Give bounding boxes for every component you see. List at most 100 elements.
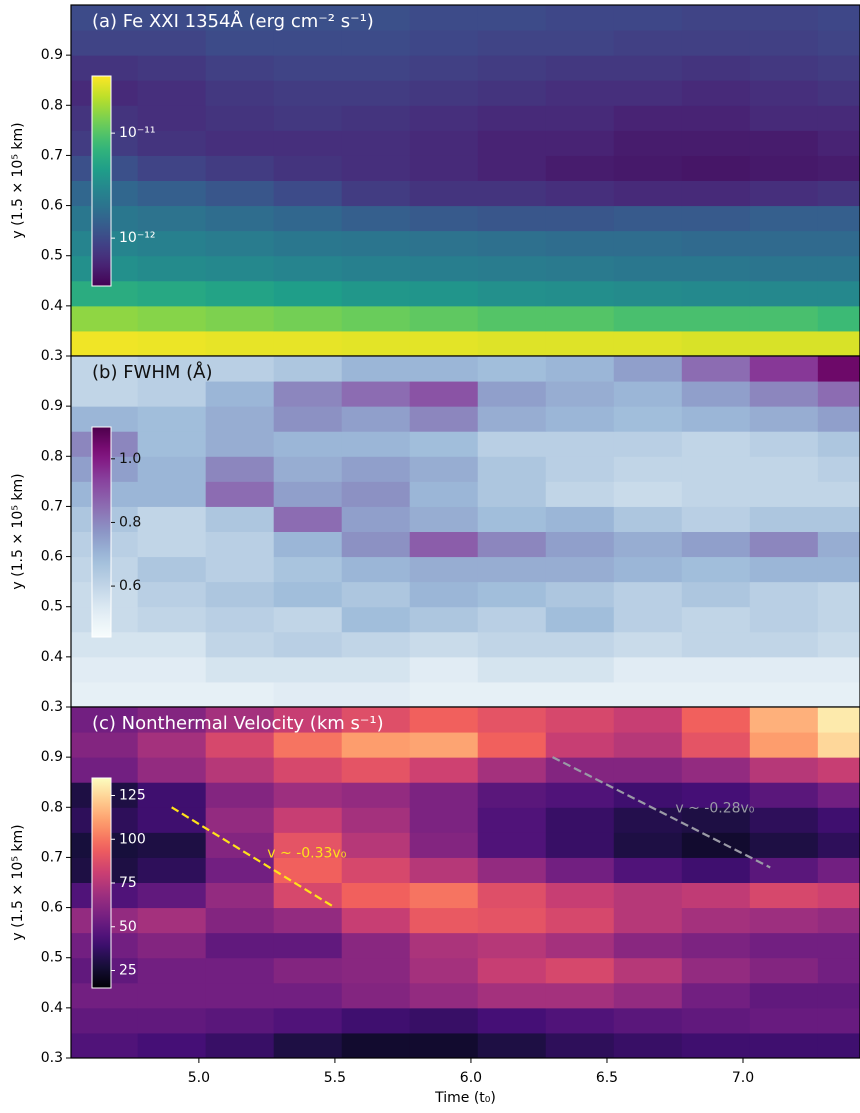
heatmap-cell	[545, 180, 615, 207]
heatmap-cell	[681, 1032, 751, 1059]
heatmap-cell	[205, 456, 275, 482]
heatmap-cell	[613, 431, 683, 457]
heatmap-cell	[613, 907, 683, 934]
heatmap-cell	[137, 832, 207, 858]
y-tick-label: 0.6	[41, 549, 63, 565]
heatmap-cell	[205, 280, 275, 307]
heatmap-cell	[545, 356, 615, 382]
heatmap-cell	[477, 155, 547, 181]
heatmap-cell	[137, 606, 207, 633]
heatmap-cell	[477, 1032, 547, 1059]
colorbar	[91, 75, 112, 287]
heatmap-cell	[205, 656, 275, 683]
heatmap-cell	[749, 707, 819, 733]
heatmap-cell	[817, 255, 860, 282]
heatmap-cell	[477, 732, 547, 758]
heatmap-cell	[273, 456, 343, 482]
heatmap-cell	[137, 280, 207, 307]
heatmap-cell	[749, 807, 819, 833]
heatmap-cell	[477, 757, 547, 783]
y-tick-label: 0.4	[41, 649, 63, 665]
heatmap-cell	[409, 531, 479, 558]
heatmap-cell	[613, 381, 683, 407]
heatmap-cell	[409, 280, 479, 307]
heatmap-cell	[545, 456, 615, 482]
heatmap-cell	[749, 506, 819, 532]
heatmap-cell	[817, 280, 860, 307]
heatmap-cell	[409, 330, 479, 357]
heatmap-cell	[613, 932, 683, 959]
heatmap-cell	[477, 807, 547, 833]
heatmap-cell	[545, 832, 615, 858]
heatmap-cell	[681, 230, 751, 257]
heatmap-cell	[273, 1032, 343, 1059]
heatmap-cell	[749, 180, 819, 207]
heatmap-cell	[273, 757, 343, 783]
heatmap-cell	[681, 606, 751, 633]
heatmap-cell	[545, 80, 615, 106]
heatmap-cell	[205, 982, 275, 1009]
heatmap-cell	[273, 631, 343, 658]
heatmap-cell	[545, 1032, 615, 1059]
heatmap-cell	[817, 606, 860, 633]
heatmap-cell	[341, 882, 411, 909]
heatmap-cell	[477, 180, 547, 207]
heatmap-cell	[341, 130, 411, 156]
heatmap-cell	[409, 631, 479, 658]
heatmap-cell	[341, 957, 411, 984]
heatmap-cell	[681, 305, 751, 332]
y-tick-label: 0.7	[41, 147, 63, 163]
heatmap-cell	[137, 305, 207, 332]
heatmap-cell	[341, 406, 411, 432]
y-tick-label: 0.9	[41, 749, 63, 765]
heatmap-cell	[477, 381, 547, 407]
heatmap-cell	[817, 556, 860, 583]
heatmap-cell	[409, 506, 479, 532]
heatmap-cell	[205, 531, 275, 558]
x-axis-label: Time (t₀)	[434, 1090, 496, 1106]
heatmap-cell	[273, 30, 343, 56]
heatmap-cell	[545, 907, 615, 934]
heatmap-cell	[613, 30, 683, 56]
heatmap-cell	[71, 30, 139, 56]
heatmap-cell	[749, 356, 819, 382]
heatmap-cell	[613, 330, 683, 357]
heatmap-cell	[477, 982, 547, 1009]
heatmap-cell	[749, 230, 819, 257]
heatmap-cell	[545, 105, 615, 131]
heatmap-cell	[341, 707, 411, 733]
heatmap-cell	[409, 130, 479, 156]
heatmap-cell	[749, 782, 819, 808]
heatmap-cell	[137, 506, 207, 532]
heatmap-cell	[749, 55, 819, 81]
heatmap-cell	[409, 707, 479, 733]
heatmap-cell	[477, 230, 547, 257]
heatmap-cell	[749, 105, 819, 131]
heatmap-cell	[137, 30, 207, 56]
heatmap-cell	[613, 255, 683, 282]
heatmap-cell	[817, 381, 860, 407]
heatmap-cell	[205, 381, 275, 407]
heatmap-cell	[205, 1007, 275, 1034]
heatmap-cell	[205, 30, 275, 56]
heatmap-cell	[681, 656, 751, 683]
heatmap-cell	[137, 80, 207, 106]
heatmap-cell	[409, 5, 479, 31]
heatmap-cell	[273, 957, 343, 984]
heatmap-cell	[273, 707, 343, 733]
annotation-line	[552, 756, 771, 869]
heatmap-cell	[613, 807, 683, 833]
heatmap	[71, 5, 860, 357]
heatmap-cell	[205, 180, 275, 207]
heatmap-cell	[137, 130, 207, 156]
heatmap-cell	[273, 105, 343, 131]
heatmap-cell	[613, 205, 683, 232]
heatmap-cell	[681, 180, 751, 207]
heatmap-cell	[749, 456, 819, 482]
heatmap-cell	[477, 356, 547, 382]
colorbar-tick-label: 0.8	[119, 514, 141, 530]
x-tick-label: 6.0	[460, 1070, 482, 1086]
heatmap-cell	[341, 857, 411, 883]
heatmap-cell	[749, 882, 819, 909]
